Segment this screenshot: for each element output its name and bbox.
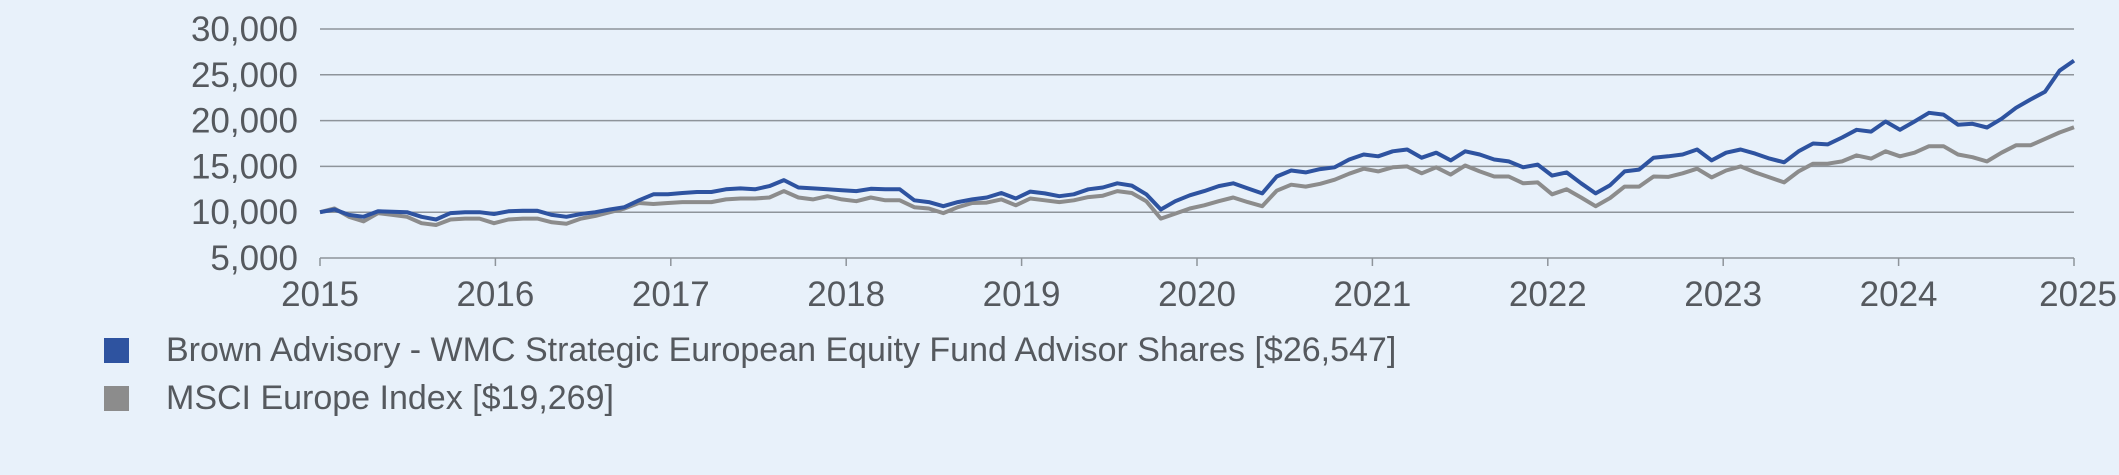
x-tick-label: 2020 <box>1158 275 1236 314</box>
legend-swatch-index <box>104 385 129 411</box>
series-line-index <box>319 125 2075 227</box>
x-tick-label: 2023 <box>1684 275 1762 314</box>
legend-swatch-fund <box>104 337 129 363</box>
y-tick-label: 15,000 <box>191 147 298 186</box>
y-tick-label: 20,000 <box>191 102 298 141</box>
y-tick-label: 25,000 <box>191 56 298 95</box>
x-axis-ticks: 2015 2016 2017 2018 2019 2020 2021 2022 2023 2024… <box>281 258 2117 314</box>
x-tick-label: 2018 <box>807 275 885 314</box>
x-tick-label: 2016 <box>456 275 534 314</box>
y-tick-label: 5,000 <box>210 239 298 278</box>
series-lines <box>319 58 2076 227</box>
x-tick-label: 2024 <box>1860 275 1938 314</box>
x-tick-label: 2022 <box>1509 275 1587 314</box>
x-tick-label: 2025 <box>2039 275 2117 314</box>
y-axis-ticks: 5,000 10,000 15,000 20,000 25,000 30,000 <box>191 10 298 278</box>
legend-item-fund: Brown Advisory - WMC Strategic European … <box>104 326 1396 374</box>
y-tick-label: 10,000 <box>191 193 298 232</box>
x-tick-label: 2019 <box>983 275 1061 314</box>
legend-label-index: MSCI Europe Index [$19,269] <box>166 378 614 417</box>
y-tick-label: 30,000 <box>191 10 298 49</box>
x-tick-label: 2017 <box>632 275 710 314</box>
line-chart: 5,000 10,000 15,000 20,000 25,000 30,000 2015… <box>191 10 2117 314</box>
series-line-fund <box>319 58 2076 222</box>
x-tick-label: 2015 <box>281 275 359 314</box>
legend-label-fund: Brown Advisory - WMC Strategic European … <box>166 330 1397 369</box>
legend-item-index: MSCI Europe Index [$19,269] <box>104 374 1396 422</box>
x-tick-label: 2021 <box>1333 275 1411 314</box>
legend: Brown Advisory - WMC Strategic European … <box>104 326 1396 422</box>
